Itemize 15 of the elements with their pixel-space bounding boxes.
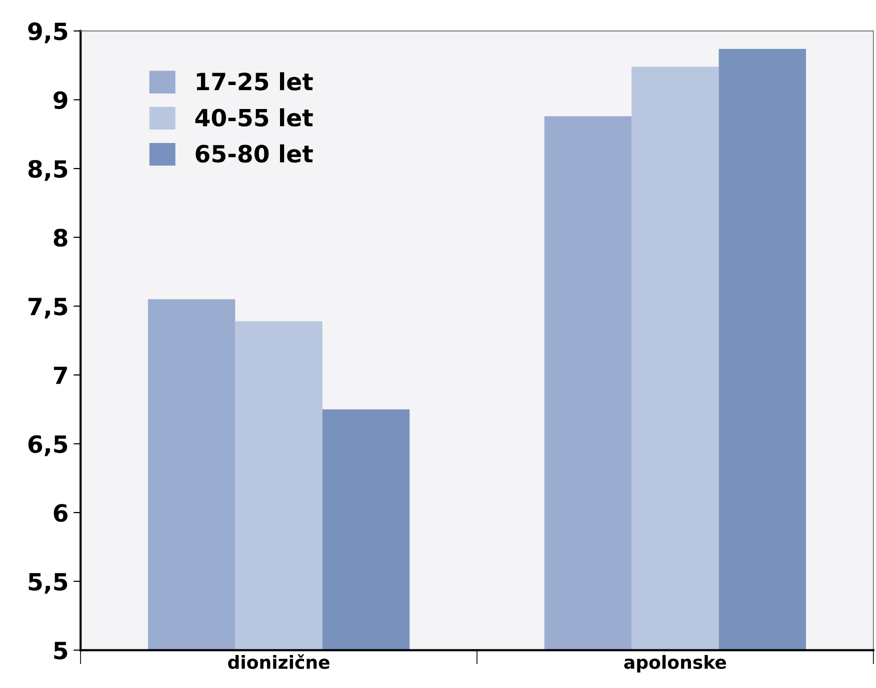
y-tick-label: 7 bbox=[54, 366, 67, 384]
legend-label: 65-80 let bbox=[196, 144, 313, 163]
y-tick-label: 8,5 bbox=[28, 160, 68, 181]
y-tick-label: 6 bbox=[54, 504, 68, 522]
y-tick-label: 6,5 bbox=[28, 435, 68, 456]
y-tick-label: 8 bbox=[54, 228, 68, 247]
legend-label: 17-25 let bbox=[196, 72, 313, 90]
y-tick-label: 5 bbox=[54, 642, 68, 660]
y-tick-label: 9 bbox=[54, 91, 68, 110]
x-tick-label: dionizične bbox=[228, 654, 330, 669]
x-tick-label: apolonske bbox=[624, 655, 726, 672]
legend-label: 40-55 let bbox=[195, 108, 313, 127]
y-tick-label: 9,5 bbox=[28, 22, 68, 44]
y-tick-label: 5,5 bbox=[28, 573, 68, 594]
y-tick-label: 7,5 bbox=[28, 298, 68, 318]
